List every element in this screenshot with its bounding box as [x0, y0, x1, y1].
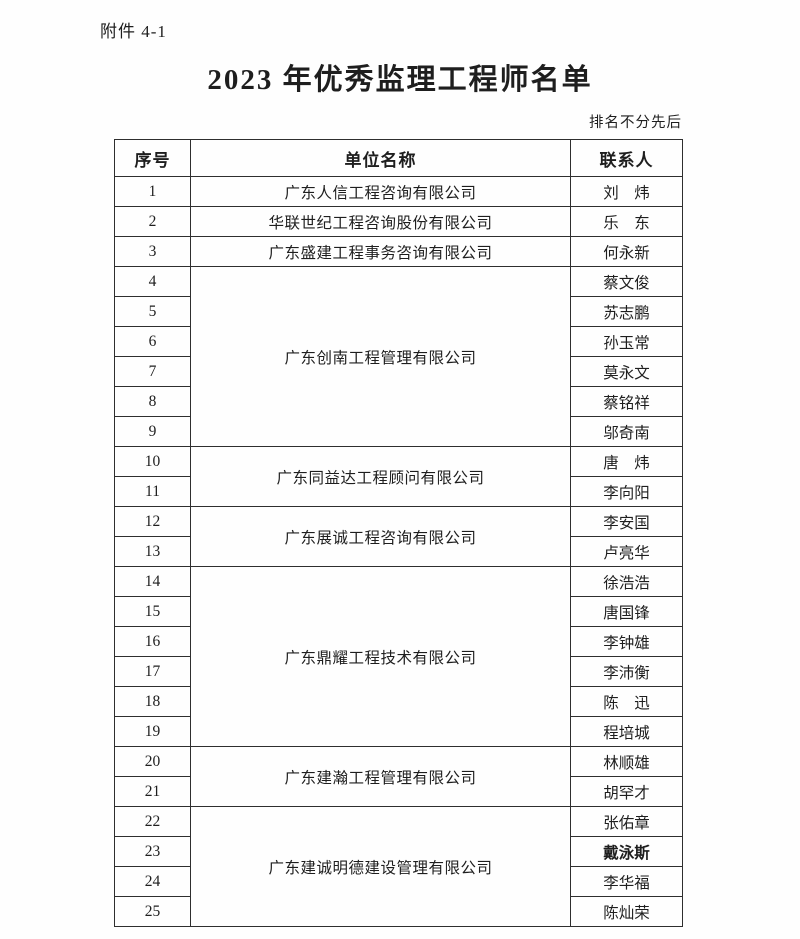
serial-number-cell: 19	[114, 716, 191, 747]
table-row: 13 卢亮华	[114, 536, 683, 567]
serial-number-cell: 1	[114, 176, 191, 207]
serial-number-cell: 11	[114, 476, 191, 507]
contact-name-cell: 蔡铭祥	[570, 386, 683, 417]
company-name-cell: 广东建瀚工程管理有限公司	[190, 746, 571, 807]
contact-name-cell: 李向阳	[570, 476, 683, 507]
contact-name-cell: 蔡文俊	[570, 266, 683, 297]
contact-name-cell: 苏志鹏	[570, 296, 683, 327]
contact-name-cell: 李沛衡	[570, 656, 683, 687]
contact-name-cell: 邬奇南	[570, 416, 683, 447]
table-row: 14 广东鼎耀工程技术有限公司 徐浩浩	[114, 566, 683, 747]
table-row: 22 广东建诚明德建设管理有限公司 张佑章	[114, 806, 683, 927]
table-row: 18 陈 迅	[114, 686, 683, 717]
serial-number-cell: 10	[114, 446, 191, 477]
roster-table: 序号 单位名称 联系人 1 广东人信工程咨询有限公司刘 炜 2 华联世纪工程咨询股份有…	[114, 139, 683, 927]
company-name-cell: 广东创南工程管理有限公司	[190, 266, 571, 447]
contact-name-cell: 卢亮华	[570, 536, 683, 567]
company-name-cell: 广东人信工程咨询有限公司	[190, 176, 571, 207]
contact-name-cell: 乐 东	[570, 206, 683, 237]
table-row: 17 李沛衡	[114, 656, 683, 687]
serial-number-cell: 7	[114, 356, 191, 387]
table-row: 9 邬奇南	[114, 416, 683, 447]
contact-name-cell: 徐浩浩	[570, 566, 683, 597]
contact-name-cell: 李安国	[570, 506, 683, 537]
table-row: 10 广东同益达工程顾问有限公司唐 炜	[114, 446, 683, 507]
serial-number-cell: 8	[114, 386, 191, 417]
header-serial-number: 序号	[114, 139, 191, 177]
contact-name-cell: 唐 炜	[570, 446, 683, 477]
table-row: 1 广东人信工程咨询有限公司刘 炜	[114, 176, 683, 207]
contact-name-cell: 程培城	[570, 716, 683, 747]
roster-table-header-row: 序号 单位名称 联系人	[114, 139, 683, 177]
contact-name-cell: 林顺雄	[570, 746, 683, 777]
serial-number-cell: 17	[114, 656, 191, 687]
serial-number-cell: 14	[114, 566, 191, 597]
table-row: 6 孙玉常	[114, 326, 683, 357]
company-name-cell: 广东盛建工程事务咨询有限公司	[190, 236, 571, 267]
table-row: 25 陈灿荣	[114, 896, 683, 927]
roster-table-body: 1 广东人信工程咨询有限公司刘 炜 2 华联世纪工程咨询股份有限公司乐 东 3 广东盛建工…	[114, 176, 683, 927]
table-row: 3 广东盛建工程事务咨询有限公司 何永新	[114, 236, 683, 267]
contact-name-cell: 刘 炜	[570, 176, 683, 207]
table-row: 19 程培城	[114, 716, 683, 747]
serial-number-cell: 15	[114, 596, 191, 627]
contact-name-cell: 何永新	[570, 236, 683, 267]
serial-number-cell: 23	[114, 836, 191, 867]
page-title: 2023 年优秀监理工程师名单	[207, 64, 593, 96]
ranking-note: 排名不分先后	[589, 115, 682, 131]
contact-name-cell: 李钟雄	[570, 626, 683, 657]
company-name-cell: 广东同益达工程顾问有限公司	[190, 446, 571, 507]
serial-number-cell: 18	[114, 686, 191, 717]
serial-number-cell: 24	[114, 866, 191, 897]
serial-number-cell: 12	[114, 506, 191, 537]
table-row: 20 广东建瀚工程管理有限公司 林顺雄	[114, 746, 683, 807]
serial-number-cell: 4	[114, 266, 191, 297]
serial-number-cell: 21	[114, 776, 191, 807]
contact-name-cell: 孙玉常	[570, 326, 683, 357]
table-row: 8 蔡铭祥	[114, 386, 683, 417]
contact-name-cell: 张佑章	[570, 806, 683, 837]
table-row: 4 广东创南工程管理有限公司 蔡文俊	[114, 266, 683, 447]
serial-number-cell: 22	[114, 806, 191, 837]
serial-number-cell: 16	[114, 626, 191, 657]
contact-name-cell: 胡罕才	[570, 776, 683, 807]
contact-name-cell: 戴泳斯	[570, 836, 683, 867]
contact-name-cell: 李华福	[570, 866, 683, 897]
serial-number-cell: 13	[114, 536, 191, 567]
table-row: 7 莫永文	[114, 356, 683, 387]
attachment-label: 附件 4-1	[100, 22, 167, 41]
company-name-cell: 华联世纪工程咨询股份有限公司	[190, 206, 571, 237]
table-row: 2 华联世纪工程咨询股份有限公司乐 东	[114, 206, 683, 237]
table-row: 23 戴泳斯	[114, 836, 683, 867]
serial-number-cell: 6	[114, 326, 191, 357]
serial-number-cell: 25	[114, 896, 191, 927]
contact-name-cell: 陈灿荣	[570, 896, 683, 927]
table-row: 21 胡罕才	[114, 776, 683, 807]
header-company-name: 单位名称	[190, 139, 571, 177]
serial-number-cell: 20	[114, 746, 191, 777]
serial-number-cell: 2	[114, 206, 191, 237]
company-name-cell: 广东鼎耀工程技术有限公司	[190, 566, 571, 747]
company-name-cell: 广东建诚明德建设管理有限公司	[190, 806, 571, 927]
table-row: 16 李钟雄	[114, 626, 683, 657]
table-row: 24 李华福	[114, 866, 683, 897]
company-name-cell: 广东展诚工程咨询有限公司	[190, 506, 571, 567]
table-row: 12 广东展诚工程咨询有限公司 李安国	[114, 506, 683, 567]
serial-number-cell: 3	[114, 236, 191, 267]
contact-name-cell: 唐国锋	[570, 596, 683, 627]
serial-number-cell: 9	[114, 416, 191, 447]
serial-number-cell: 5	[114, 296, 191, 327]
header-contact-person: 联系人	[570, 139, 683, 177]
contact-name-cell: 陈 迅	[570, 686, 683, 717]
contact-name-cell: 莫永文	[570, 356, 683, 387]
